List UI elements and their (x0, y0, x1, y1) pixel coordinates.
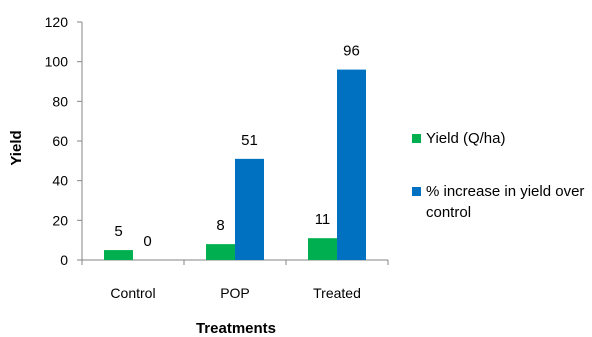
y-tick-labels: 0 20 40 60 80 100 120 (45, 14, 69, 268)
y-tick-label: 40 (52, 173, 68, 189)
data-label: 96 (343, 43, 360, 60)
y-tick-label: 120 (45, 14, 69, 30)
y-axis-title: Yield (8, 130, 25, 165)
legend-swatch-increase (412, 187, 421, 196)
y-tick-label: 80 (52, 93, 68, 109)
x-tick-label: Treated (313, 285, 361, 301)
legend: Yield (Q/ha) % increase in yield over co… (412, 128, 590, 255)
bar-yield (206, 244, 235, 260)
x-tick-label: Control (110, 285, 155, 301)
bar-yield (104, 250, 133, 260)
y-tick-label: 0 (60, 252, 68, 268)
legend-item-increase: % increase in yield over control (412, 181, 590, 223)
x-tick-label: POP (220, 285, 250, 301)
data-label: 51 (241, 132, 258, 149)
data-label: 0 (143, 233, 151, 250)
x-axis-title: Treatments (196, 320, 276, 337)
y-tick-label: 60 (52, 133, 68, 149)
bar-increase (337, 69, 366, 260)
legend-swatch-yield (412, 134, 421, 143)
data-label: 5 (114, 223, 122, 240)
data-label: 8 (216, 217, 224, 234)
y-tick-label: 20 (52, 212, 68, 228)
x-tick-labels: Control POP Treated (110, 285, 360, 301)
legend-item-yield: Yield (Q/ha) (412, 128, 590, 149)
data-label: 11 (315, 211, 331, 228)
legend-label-yield: Yield (Q/ha) (426, 130, 506, 147)
data-labels: 5 8 11 0 51 96 (114, 43, 360, 250)
bar-increase (235, 158, 264, 260)
bars (104, 69, 366, 260)
legend-label-increase: % increase in yield over control (426, 183, 585, 221)
bar-yield (308, 238, 337, 260)
y-tick-label: 100 (45, 54, 69, 70)
